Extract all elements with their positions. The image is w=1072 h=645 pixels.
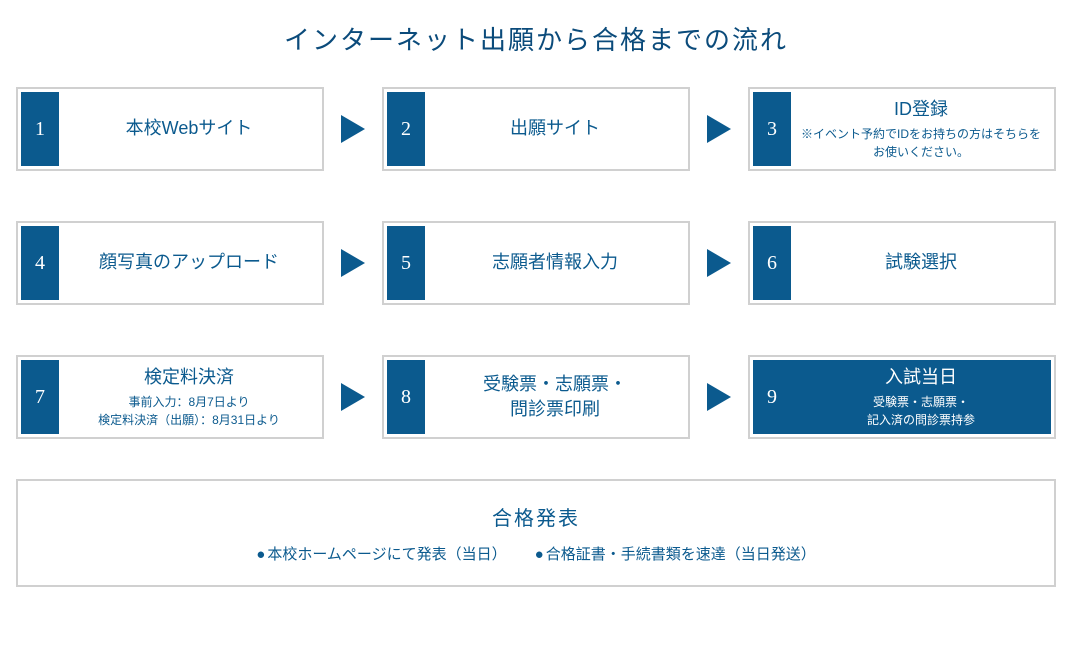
step-9: 9 入試当日 受験票・志願票・記入済の問診票持参 [748,355,1056,439]
step-8: 8 受験票・志願票・問診票印刷 [382,355,690,439]
step-3: 3 ID登録 ※イベント予約でIDをお持ちの方はそちらをお使いください。 [748,87,1056,171]
step-7-body: 検定料決済 事前入力：8月7日より検定料決済（出願）：8月31日より [59,360,319,434]
step-5-label: 志願者情報入力 [492,250,618,275]
flow-row-1: 1 本校Webサイト 2 出願サイト 3 ID登録 ※イベント予約でIDをお持ち… [16,87,1056,171]
footer-title: 合格発表 [33,502,1039,531]
step-1-body: 本校Webサイト [59,92,319,166]
step-2-label: 出願サイト [510,116,600,141]
step-2-body: 出願サイト [425,92,685,166]
step-9-body: 入試当日 受験票・志願票・記入済の問診票持参 [791,360,1051,434]
step-1-label: 本校Webサイト [126,116,253,141]
arrow-icon [324,87,382,171]
step-5: 5 志願者情報入力 [382,221,690,305]
step-8-number: 8 [387,360,425,434]
arrow-icon [690,221,748,305]
step-3-sub: ※イベント予約でIDをお持ちの方はそちらをお使いください。 [797,125,1045,161]
step-6-label: 試験選択 [885,250,957,275]
step-6-body: 試験選択 [791,226,1051,300]
step-5-number: 5 [387,226,425,300]
step-7-sub: 事前入力：8月7日より検定料決済（出願）：8月31日より [98,393,280,429]
footer-item-1: 本校ホームページにて発表（当日） [256,543,506,564]
step-7: 7 検定料決済 事前入力：8月7日より検定料決済（出願）：8月31日より [16,355,324,439]
step-3-label: ID登録 [894,97,948,122]
step-8-label: 受験票・志願票・問診票印刷 [483,372,627,422]
flow-row-2: 4 顔写真のアップロード 5 志願者情報入力 6 試験選択 [16,221,1056,305]
step-4-label: 顔写真のアップロード [99,250,279,275]
arrow-icon [690,355,748,439]
footer-items: 本校ホームページにて発表（当日） 合格証書・手続書類を速達（当日発送） [33,543,1039,564]
footer-box: 合格発表 本校ホームページにて発表（当日） 合格証書・手続書類を速達（当日発送） [16,479,1056,587]
flow-row-3: 7 検定料決済 事前入力：8月7日より検定料決済（出願）：8月31日より 8 受… [16,355,1056,439]
step-8-body: 受験票・志願票・問診票印刷 [425,360,685,434]
step-4-number: 4 [21,226,59,300]
step-9-number: 9 [753,360,791,434]
arrow-icon [324,221,382,305]
step-9-label: 入試当日 [885,365,957,390]
step-5-body: 志願者情報入力 [425,226,685,300]
footer-inner: 合格発表 本校ホームページにて発表（当日） 合格証書・手続書類を速達（当日発送） [21,484,1051,582]
step-3-body: ID登録 ※イベント予約でIDをお持ちの方はそちらをお使いください。 [791,92,1051,166]
step-7-label: 検定料決済 [144,365,234,390]
step-1: 1 本校Webサイト [16,87,324,171]
step-6-number: 6 [753,226,791,300]
step-3-number: 3 [753,92,791,166]
step-4: 4 顔写真のアップロード [16,221,324,305]
step-6: 6 試験選択 [748,221,1056,305]
step-1-number: 1 [21,92,59,166]
step-4-body: 顔写真のアップロード [59,226,319,300]
step-2-number: 2 [387,92,425,166]
step-9-sub: 受験票・志願票・記入済の問診票持参 [867,393,975,429]
arrow-icon [324,355,382,439]
step-7-number: 7 [21,360,59,434]
arrow-icon [690,87,748,171]
footer-item-2: 合格証書・手続書類を速達（当日発送） [535,543,816,564]
page-title: インターネット出願から合格までの流れ [16,20,1056,57]
flow-grid: 1 本校Webサイト 2 出願サイト 3 ID登録 ※イベント予約でIDをお持ち… [16,87,1056,439]
step-2: 2 出願サイト [382,87,690,171]
